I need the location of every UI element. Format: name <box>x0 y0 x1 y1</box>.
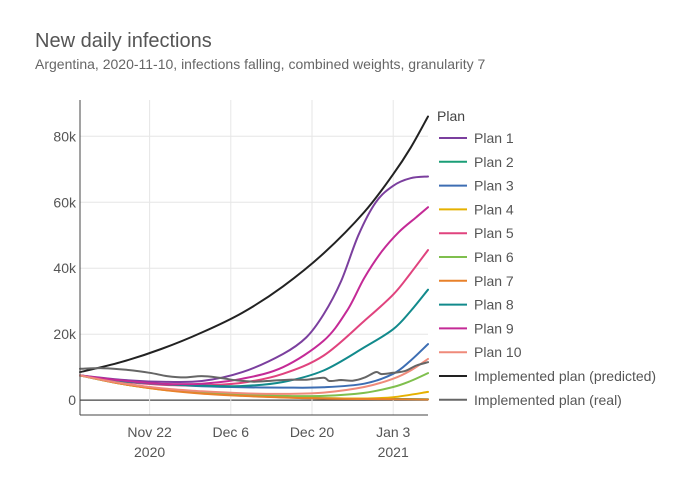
x-tick-label: Jan 3 <box>376 424 410 440</box>
legend-label-plan-3: Plan 3 <box>474 178 514 194</box>
y-tick-label: 60k <box>53 194 77 210</box>
y-tick-label: 20k <box>53 326 77 342</box>
legend-label-plan-7: Plan 7 <box>474 273 514 289</box>
legend-label-plan-9: Plan 9 <box>474 320 514 336</box>
legend-label-implemented-plan-predicted: Implemented plan (predicted) <box>474 368 656 384</box>
legend: Plan Plan 1 Plan 2 Plan 3 Plan 4 Plan 5 Plan 6… <box>437 108 656 408</box>
y-tick-label: 80k <box>53 128 77 144</box>
legend-label-plan-8: Plan 8 <box>474 297 514 313</box>
legend-label-plan-10: Plan 10 <box>474 344 522 360</box>
x-tick-sublabel: 2021 <box>378 444 409 460</box>
chart-title: New daily infections <box>35 30 212 52</box>
series-line-plan-5 <box>79 249 429 387</box>
y-tick-label: 0 <box>68 392 76 408</box>
y-tick-label: 40k <box>53 260 77 276</box>
x-tick-sublabel: 2020 <box>134 444 165 460</box>
series-layer <box>79 115 429 401</box>
x-tick-label: Dec 20 <box>290 424 335 440</box>
x-tick-label: Dec 6 <box>213 424 250 440</box>
series-line-implemented-plan-predicted <box>79 115 429 374</box>
legend-label-plan-5: Plan 5 <box>474 225 514 241</box>
legend-label-implemented-plan-real: Implemented plan (real) <box>474 392 622 408</box>
chart-subtitle: Argentina, 2020-11-10, infections fallin… <box>35 56 486 72</box>
legend-label-plan-2: Plan 2 <box>474 154 514 170</box>
legend-label-plan-4: Plan 4 <box>474 201 514 217</box>
series-line-plan-1 <box>79 175 429 384</box>
series-line-plan-10 <box>79 357 429 395</box>
legend-label-plan-1: Plan 1 <box>474 130 514 146</box>
axes: 0 20k 40k 60k 80k Nov 22 2020 Dec 6 Dec 20 Jan 3 2… <box>53 100 428 460</box>
series-line-implemented-plan-real <box>79 361 429 383</box>
legend-title: Plan <box>437 108 465 124</box>
x-tick-label: Nov 22 <box>127 424 172 440</box>
series-line-plan-9 <box>79 206 429 386</box>
legend-label-plan-6: Plan 6 <box>474 249 514 265</box>
